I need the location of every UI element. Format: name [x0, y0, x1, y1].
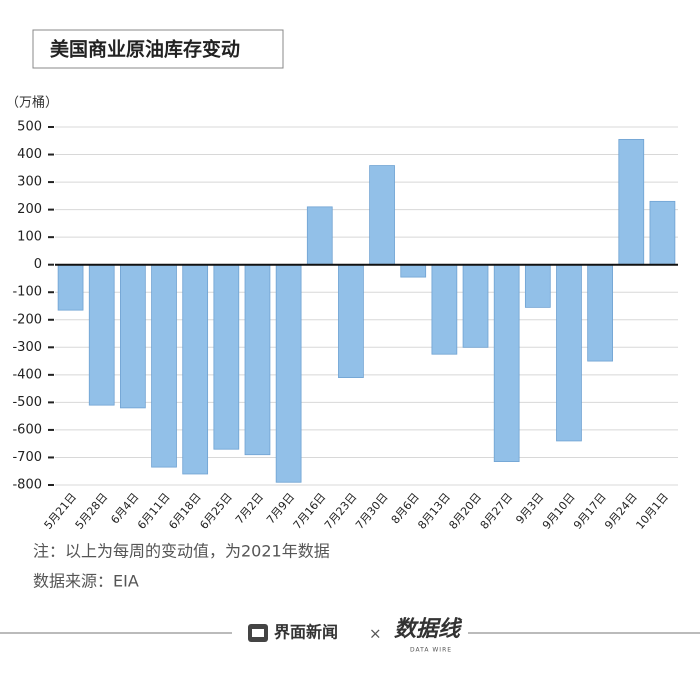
y-tick-label: 400	[17, 147, 42, 162]
y-tick-label: -800	[12, 478, 42, 493]
x-tick-label: 7月16日	[291, 491, 329, 532]
x-tick-label: 7月2日	[233, 491, 266, 527]
x-tick-label: 7月30日	[353, 491, 391, 532]
y-tick-label: 200	[17, 202, 42, 217]
bar	[649, 200, 676, 266]
bar	[587, 264, 613, 362]
x-tick-label: 6月11日	[135, 491, 173, 532]
x-tick-label: 7月23日	[322, 491, 360, 532]
x-tick-label: 10月1日	[633, 491, 671, 532]
y-tick-label: 100	[17, 230, 42, 245]
x-tick-label: 6月18日	[166, 491, 204, 532]
x-tick-label: 8月20日	[447, 491, 485, 532]
x-tick-label: 9月10日	[540, 491, 578, 532]
bar	[369, 165, 395, 266]
y-tick-label: -100	[12, 285, 42, 300]
source: 数据来源：EIA	[33, 572, 139, 591]
bar	[57, 264, 84, 311]
brand: 界面新闻	[274, 623, 338, 642]
x-tick-label: 6月25日	[197, 491, 235, 532]
bar	[244, 264, 271, 456]
y-tick-label: -300	[12, 340, 42, 355]
bar	[462, 264, 489, 348]
bar	[213, 264, 240, 450]
bar	[400, 264, 427, 278]
y-tick-label: -700	[12, 450, 42, 465]
y-tick-label: 0	[34, 257, 42, 272]
y-tick-label: -600	[12, 422, 42, 437]
bar	[618, 138, 645, 266]
chart-title: 美国商业原油库存变动	[50, 38, 240, 61]
bar	[556, 264, 582, 442]
partner-logo: 数据线	[394, 617, 463, 642]
partner-sub: DATA WIRE	[410, 647, 452, 654]
bar	[306, 206, 333, 266]
bar	[275, 264, 302, 483]
x-tick-label: 9月17日	[571, 491, 609, 532]
x-tick-label: 9月24日	[602, 491, 640, 532]
x-tick-label: 5月21日	[42, 491, 80, 532]
bar	[151, 264, 177, 468]
title-box	[32, 29, 284, 69]
bar	[431, 264, 458, 355]
brand-icon	[252, 629, 264, 637]
y-tick-label: -400	[12, 367, 42, 382]
y-tick-label: 300	[17, 175, 42, 190]
separator: ×	[369, 625, 382, 643]
bar	[120, 264, 146, 409]
x-tick-label: 8月27日	[478, 491, 516, 532]
bar	[493, 264, 520, 462]
bar	[182, 264, 209, 475]
y-tick-label: -500	[12, 395, 42, 410]
y-unit: （万桶）	[6, 96, 58, 111]
note: 注：以上为每周的变动值，为2021年数据	[33, 542, 330, 561]
bar	[524, 264, 551, 308]
y-tick-label: -200	[12, 312, 42, 327]
x-tick-label: 5月28日	[73, 491, 111, 532]
y-tick-label: 500	[17, 120, 42, 135]
bar	[338, 264, 364, 379]
x-tick-label: 8月13日	[415, 491, 453, 532]
bar	[88, 264, 115, 406]
